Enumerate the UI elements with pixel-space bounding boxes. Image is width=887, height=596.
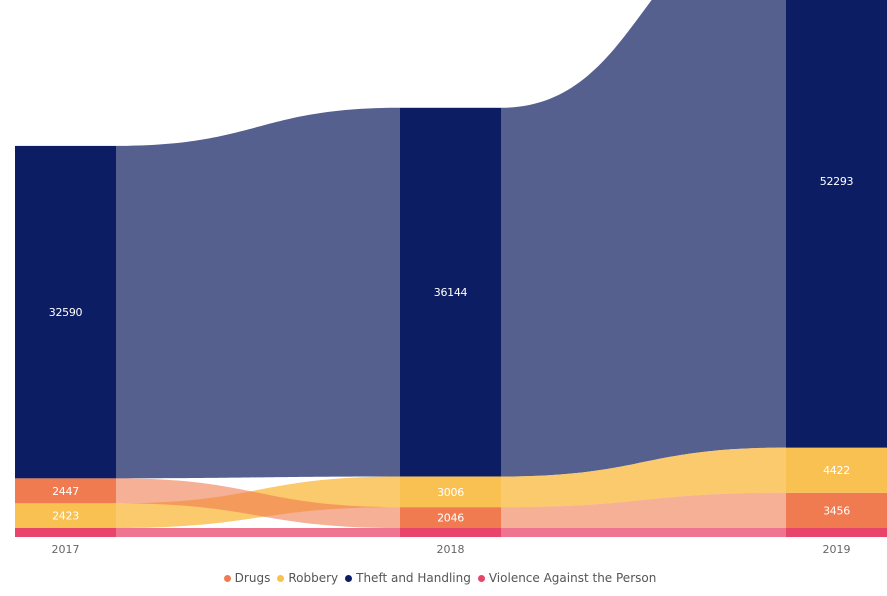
legend-label: Drugs bbox=[234, 571, 271, 585]
bar-segment-robbery-2017[interactable] bbox=[15, 503, 116, 528]
legend-label: Violence Against the Person bbox=[488, 571, 657, 585]
legend-item-theft-and-handling[interactable]: Theft and Handling bbox=[345, 571, 471, 585]
legend-label: Robbery bbox=[288, 571, 339, 585]
value-label-robbery-2018: 3006 bbox=[437, 486, 464, 499]
value-label-theft-and-handling-2018: 36144 bbox=[434, 286, 468, 299]
x-tick-label-2017: 2017 bbox=[52, 543, 80, 556]
bar-segment-drugs-2017[interactable] bbox=[15, 478, 116, 504]
bar-segment-violence-against-the-person-2018[interactable] bbox=[400, 528, 501, 537]
ribbon-drugs-2018-2019[interactable] bbox=[501, 492, 786, 528]
bar-segment-drugs-2018[interactable] bbox=[400, 507, 501, 528]
ribbon-violence-against-the-person-2017-2018[interactable] bbox=[116, 528, 400, 537]
value-label-theft-and-handling-2019: 52293 bbox=[820, 175, 854, 188]
ribbons-layer bbox=[116, 0, 786, 537]
bar-segment-robbery-2019[interactable] bbox=[786, 447, 887, 493]
bar-segment-theft-and-handling-2019[interactable] bbox=[786, 0, 887, 448]
legend-item-violence-against-the-person[interactable]: Violence Against the Person bbox=[477, 571, 657, 585]
bar-segment-violence-against-the-person-2019[interactable] bbox=[786, 528, 887, 537]
bar-segment-theft-and-handling-2018[interactable] bbox=[400, 107, 501, 477]
legend-dot-icon bbox=[223, 574, 231, 582]
ribbon-theft-and-handling-2018-2019[interactable] bbox=[501, 0, 786, 477]
legend-dot-icon bbox=[345, 574, 353, 582]
x-axis: 2017 2018 2019 bbox=[52, 543, 851, 556]
value-label-robbery-2017: 2423 bbox=[52, 510, 79, 523]
bar-segment-robbery-2018[interactable] bbox=[400, 476, 501, 508]
ribbon-theft-and-handling-2017-2018[interactable] bbox=[116, 107, 400, 479]
ribbon-robbery-2018-2019[interactable] bbox=[501, 447, 786, 508]
x-tick-label-2018: 2018 bbox=[437, 543, 465, 556]
value-label-drugs-2017: 2447 bbox=[52, 485, 79, 498]
value-label-drugs-2018: 2046 bbox=[437, 512, 464, 525]
legend-dot-icon bbox=[277, 574, 285, 582]
ribbon-violence-against-the-person-2018-2019[interactable] bbox=[501, 528, 786, 537]
value-labels-layer: 2423 2447 32590 2046 3006 36144 3456 4422 52293 bbox=[49, 175, 854, 525]
legend-item-drugs[interactable]: Drugs bbox=[223, 571, 271, 585]
x-tick-label-2019: 2019 bbox=[823, 543, 851, 556]
ribbon-drugs-2017-2018[interactable] bbox=[116, 478, 400, 528]
legend: Drugs Robbery Theft and Handling Violenc… bbox=[0, 571, 887, 585]
bar-segment-violence-against-the-person-2017[interactable] bbox=[15, 528, 116, 537]
bar-segment-drugs-2019[interactable] bbox=[786, 492, 887, 528]
value-label-theft-and-handling-2017: 32590 bbox=[49, 306, 83, 319]
bars-layer bbox=[15, 0, 887, 537]
value-label-robbery-2019: 4422 bbox=[823, 464, 850, 477]
legend-dot-icon bbox=[477, 574, 485, 582]
legend-label: Theft and Handling bbox=[356, 571, 471, 585]
legend-item-robbery[interactable]: Robbery bbox=[277, 571, 338, 585]
value-label-drugs-2019: 3456 bbox=[823, 504, 850, 517]
bar-segment-theft-and-handling-2017[interactable] bbox=[15, 145, 116, 479]
